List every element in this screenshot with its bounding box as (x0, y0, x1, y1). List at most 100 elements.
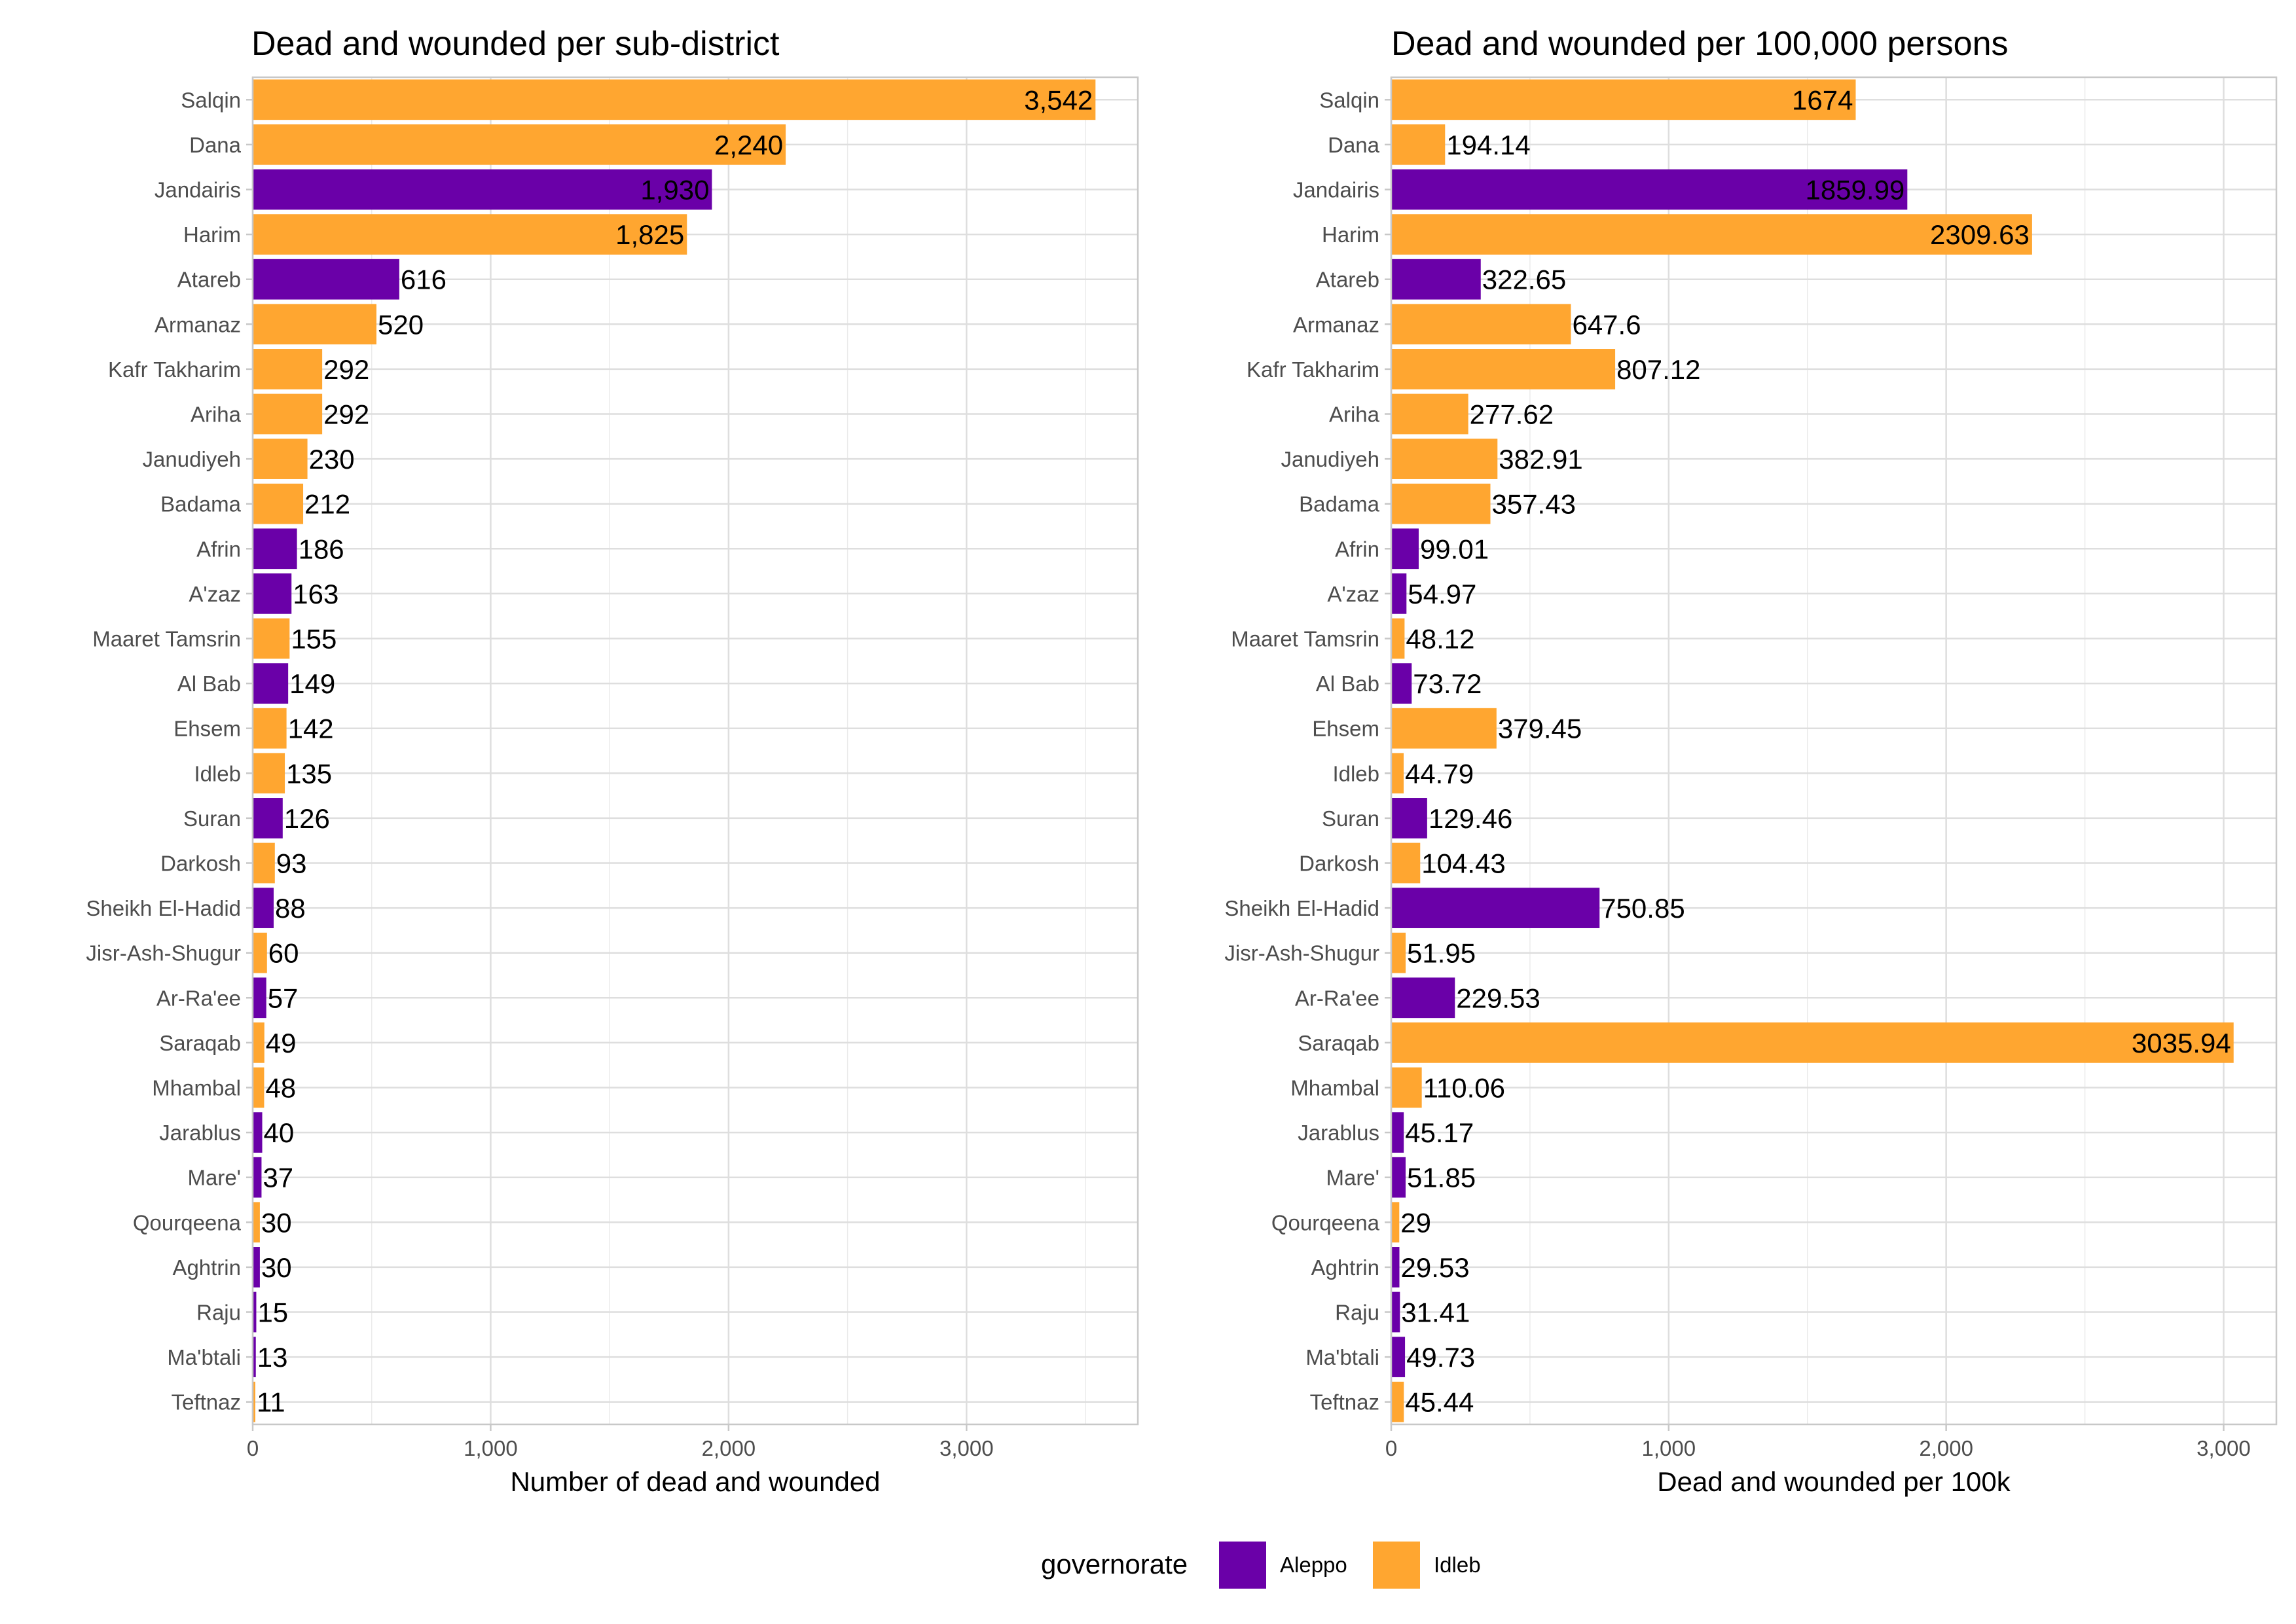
data-label: 30 (261, 1207, 292, 1238)
data-label: 155 (291, 624, 337, 655)
category-label: Aghtrin (1311, 1255, 1379, 1280)
data-label: 292 (323, 399, 369, 430)
data-label: 163 (293, 579, 338, 609)
category-label: Teftnaz (1310, 1390, 1379, 1415)
panel-title: Dead and wounded per sub-district (251, 25, 780, 63)
data-label: 60 (268, 938, 299, 969)
category-label: Aghtrin (172, 1255, 241, 1280)
bar (253, 259, 399, 300)
bar (253, 528, 297, 569)
x-tick-label: 2,000 (1919, 1436, 1973, 1460)
bar (253, 304, 376, 345)
category-label: Idleb (194, 761, 241, 785)
data-label: 194.14 (1446, 130, 1530, 160)
data-label: 13 (257, 1342, 288, 1373)
category-label: Qourqeena (133, 1210, 242, 1235)
data-label: 29 (1400, 1207, 1431, 1238)
bar (1391, 1381, 1404, 1422)
category-label: Kafr Takharim (108, 357, 241, 382)
data-label: 54.97 (1408, 579, 1476, 609)
data-label: 45.44 (1405, 1387, 1474, 1418)
legend-title: governorate (1041, 1549, 1188, 1579)
category-label: Idleb (1332, 761, 1379, 785)
bar (253, 573, 292, 614)
data-label: 104.43 (1421, 848, 1505, 879)
bar (1391, 169, 1908, 210)
category-label: Janudiyeh (143, 447, 241, 471)
x-axis-title: Number of dead and wounded (510, 1466, 880, 1497)
category-label: A'zaz (1327, 582, 1379, 606)
bar (253, 798, 283, 839)
category-label: Mhambal (1290, 1076, 1379, 1100)
bar (253, 1067, 264, 1108)
legend: governorate Aleppo Idleb (1041, 1542, 1481, 1589)
data-label: 230 (309, 444, 355, 475)
category-label: Mhambal (152, 1076, 241, 1100)
data-label: 73.72 (1413, 668, 1482, 699)
data-label: 51.85 (1407, 1163, 1476, 1193)
category-label: Badama (160, 492, 242, 516)
bar (253, 169, 712, 210)
bar (253, 888, 274, 928)
bar (1391, 528, 1419, 569)
category-label: Ehsem (1312, 717, 1379, 741)
category-label: Sheikh El-Hadid (86, 896, 241, 920)
category-label: Ar-Ra'ee (156, 986, 241, 1010)
data-label: 750.85 (1601, 893, 1685, 924)
data-label: 48.12 (1406, 624, 1474, 655)
panel-border (251, 76, 1139, 1426)
bar (1391, 1202, 1400, 1243)
category-label: Ehsem (173, 717, 241, 741)
data-label: 49 (266, 1028, 297, 1058)
category-label: Darkosh (1299, 852, 1379, 876)
bar (253, 393, 323, 435)
bar (253, 1202, 260, 1243)
panel-title: Dead and wounded per 100,000 persons (1391, 25, 2009, 63)
data-label: 1,930 (640, 175, 709, 206)
bar (253, 1112, 263, 1153)
data-label: 616 (401, 264, 446, 295)
bar (1391, 483, 1491, 524)
category-label: Ariha (1329, 403, 1380, 427)
data-label: 229.53 (1456, 983, 1540, 1013)
bar (253, 753, 285, 794)
data-label: 93 (276, 848, 307, 879)
category-label: Kafr Takharim (1247, 357, 1379, 382)
category-label: Mare' (1326, 1166, 1380, 1190)
bar (1391, 842, 1421, 884)
category-label: Armanaz (155, 312, 241, 336)
category-label: Jisr-Ash-Shugur (1224, 941, 1379, 965)
category-label: Teftnaz (172, 1390, 241, 1415)
data-label: 45.17 (1405, 1117, 1474, 1148)
x-tick-label: 1,000 (1642, 1436, 1696, 1460)
bar (253, 842, 275, 884)
data-label: 135 (286, 758, 332, 789)
data-label: 57 (268, 983, 299, 1013)
x-tick-label: 3,000 (939, 1436, 994, 1460)
category-label: Sheikh El-Hadid (1224, 896, 1379, 920)
data-label: 2309.63 (1930, 219, 2030, 250)
category-label: Al Bab (177, 672, 241, 696)
bar (253, 708, 287, 749)
data-label: 30 (261, 1252, 292, 1283)
data-label: 382.91 (1499, 444, 1582, 475)
category-label: Ma'btali (1305, 1345, 1379, 1369)
category-label: Saraqab (159, 1031, 241, 1055)
category-label: Saraqab (1298, 1031, 1379, 1055)
legend-label-aleppo: Aleppo (1280, 1553, 1347, 1577)
data-label: 277.62 (1470, 399, 1554, 430)
bar (253, 1247, 260, 1288)
bar (253, 1381, 255, 1422)
data-label: 88 (275, 893, 306, 924)
bar (1391, 932, 1406, 973)
data-label: 129.46 (1429, 803, 1512, 834)
category-label: Salqin (181, 88, 241, 112)
category-label: Atareb (177, 268, 241, 292)
bar (1391, 214, 2032, 255)
data-label: 126 (284, 803, 330, 834)
category-label: Dana (1328, 133, 1380, 157)
bar (253, 1291, 257, 1333)
category-label: Jandairis (155, 178, 241, 202)
